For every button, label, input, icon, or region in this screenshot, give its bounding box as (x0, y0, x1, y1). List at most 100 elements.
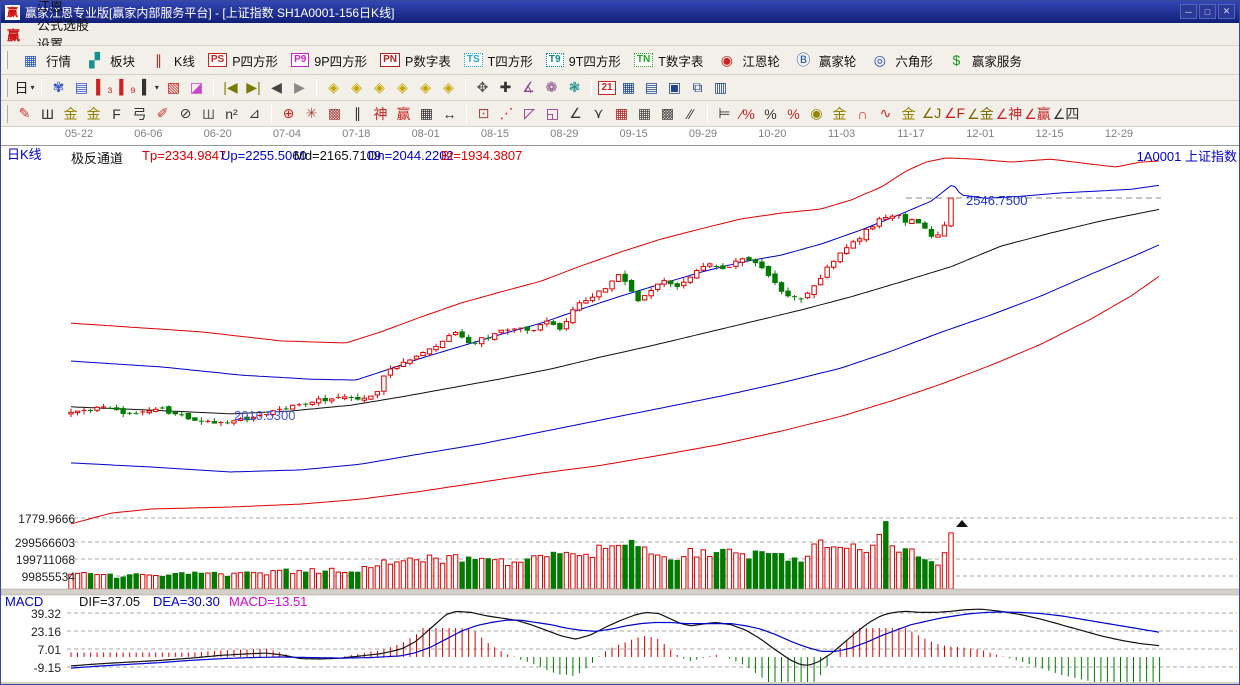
gann-wheel-button[interactable]: ◉ 江恩轮 (709, 48, 786, 72)
percent-lines-icon[interactable]: % (787, 105, 800, 122)
angle-fan-icon[interactable]: ∠ (569, 105, 582, 121)
hexagon-button-label: 六角形 (895, 54, 933, 69)
gold-grid-icon[interactable]: 金 (63, 105, 78, 122)
toolbar-grip[interactable] (5, 51, 8, 69)
p9-square-button[interactable]: P9 9P四方形 (284, 49, 373, 72)
t9-square-button[interactable]: T9 9T四方形 (539, 49, 627, 72)
grid-b-icon[interactable]: ▩ (660, 105, 675, 121)
crosshair-icon[interactable]: ✚ (499, 79, 512, 95)
fan-box-icon[interactable]: ◸ (524, 105, 535, 121)
title-bar: 赢 赢家江恩专业版[赢家内部服务平台] - [上证指数 SH1A0001-156… (1, 1, 1239, 23)
t-number-button-label: T数字表 (658, 54, 704, 69)
bow-grid-icon[interactable]: 弓 (132, 105, 147, 122)
gold-angle-icon[interactable]: ∠金 (967, 105, 994, 122)
gold-lines-icon[interactable]: 金 (832, 105, 847, 122)
kline-9-icon[interactable]: ▍₉ (119, 79, 136, 95)
percent-icon[interactable]: % (764, 105, 777, 122)
ying-angle-icon[interactable]: ∠赢 (1024, 105, 1051, 122)
winner-service-button[interactable]: $ 赢家服务 (939, 48, 1028, 72)
prev-bar-icon[interactable]: ◀ (271, 79, 282, 95)
number-grid-icon[interactable]: ▦ (419, 105, 434, 121)
t-number-button[interactable]: TN T数字表 (627, 49, 709, 72)
f-grid-icon[interactable]: F (112, 105, 121, 122)
si-angle-icon[interactable]: ∠四 (1052, 105, 1080, 122)
kline-button[interactable]: ∥ K线 (141, 48, 201, 72)
toolbar-grip[interactable] (5, 78, 8, 97)
web-grid-icon[interactable]: ▩ (327, 105, 342, 121)
circle-grid-icon[interactable]: ⊘ (179, 105, 192, 121)
save-icon[interactable]: ▣ (667, 79, 682, 95)
ying-grid-icon[interactable]: 赢 (396, 105, 411, 122)
maximize-button[interactable]: □ (1199, 4, 1216, 19)
notes-icon[interactable]: ▤ (74, 79, 89, 95)
pattern-grid-icon[interactable]: ▧ (166, 79, 181, 95)
grid-a-icon[interactable]: ▦ (637, 105, 652, 121)
calculator-icon[interactable]: ▦ (621, 79, 636, 95)
angle-ruler-icon[interactable]: ⊿ (248, 105, 261, 121)
gann-shift-left-icon[interactable]: ◈ (328, 79, 339, 95)
fan-square-icon[interactable]: ◱ (545, 105, 560, 121)
chan-pattern-icon[interactable]: ✾ (52, 79, 65, 95)
minimize-button[interactable]: ─ (1180, 4, 1197, 19)
next-bar-icon[interactable]: ▶ (294, 79, 305, 95)
gann-compress-icon[interactable]: ◈ (397, 79, 408, 95)
gold-lines2-icon[interactable]: 金 (901, 105, 916, 122)
p-number-button[interactable]: PN P数字表 (373, 49, 457, 72)
sectors-button[interactable]: ▞ 板块 (77, 48, 141, 72)
close-button[interactable]: ✕ (1218, 4, 1235, 19)
spider-web-icon[interactable]: ✳ (305, 105, 318, 121)
parabola-icon[interactable]: ∩ (857, 105, 868, 122)
notebook-icon[interactable]: ▤ (644, 79, 659, 95)
neural-icon[interactable]: ❃ (568, 79, 581, 95)
gann-center-icon[interactable]: ◈ (443, 79, 454, 95)
compass-icon[interactable]: ⊕ (282, 105, 295, 121)
pencil-icon[interactable]: ✎ (18, 105, 31, 121)
grid-lines-icon[interactable]: Ш (41, 105, 54, 122)
kline-style-icon[interactable]: ▍ ▾ (142, 79, 159, 95)
red-pencil-icon[interactable]: ✐ (156, 105, 169, 121)
winner-wheel-button[interactable]: Ⓑ 赢家轮 (786, 48, 863, 72)
menu-item-3[interactable]: 江恩 (37, 0, 64, 14)
shen-grid-icon[interactable]: 神 (373, 105, 388, 122)
kline-chart-canvas[interactable] (1, 145, 1240, 685)
p-square-button[interactable]: PS P四方形 (201, 49, 284, 72)
gold-circle-icon[interactable]: ◉ (810, 105, 823, 121)
hexagon-button[interactable]: ◎ 六角形 (862, 48, 939, 72)
n2-grid-icon[interactable]: n² (225, 105, 238, 122)
t-square-button[interactable]: TS T四方形 (457, 49, 539, 72)
f-angle-icon[interactable]: ∠F (944, 105, 966, 121)
box-select-icon[interactable]: ⊡ (477, 105, 490, 121)
angle-measure-icon[interactable]: ∡ (522, 79, 535, 95)
print-icon[interactable]: ▥ (713, 79, 728, 95)
width-arrows-icon[interactable]: ↔ (442, 105, 457, 122)
period-selector[interactable]: 日 ▾ (14, 79, 35, 96)
j-angle-icon[interactable]: ∠J (921, 105, 942, 121)
dense-grid-icon[interactable]: Ш (202, 105, 215, 122)
gann-rose-icon[interactable]: ❁ (545, 79, 558, 95)
menu-item-4[interactable]: 公式选股 (37, 18, 90, 33)
color-chart-icon[interactable]: ◪ (189, 79, 204, 95)
gann-expand-icon[interactable]: ◈ (374, 79, 385, 95)
toolbar-grip[interactable] (5, 104, 8, 123)
shen-angle-icon[interactable]: ∠神 (995, 105, 1023, 122)
price-bars-icon[interactable]: ∥ (354, 105, 361, 121)
market-quotes-button[interactable]: ▦ 行情 (13, 48, 77, 72)
drag-hand-icon[interactable]: ✥ (476, 79, 489, 95)
calendar-icon[interactable]: 21 (598, 80, 616, 95)
first-bar-icon[interactable]: |◀ (223, 79, 238, 95)
gold-grid2-icon[interactable]: 金 (86, 105, 101, 122)
scale-bars-icon[interactable]: ⊨ (718, 105, 731, 121)
gann-shift-right-icon[interactable]: ◈ (351, 79, 362, 95)
big-grid-icon[interactable]: ▦ (614, 105, 629, 121)
x-axis-date: 12-29 (1104, 128, 1133, 140)
fan-lines-icon[interactable]: ⋰ (499, 105, 514, 121)
percent-slash-icon[interactable]: ∕% (740, 105, 755, 122)
copy-icon[interactable]: ⧉ (692, 79, 703, 95)
slant-lines-icon[interactable]: ∕∕ (688, 105, 693, 122)
wave-check-icon[interactable]: ⋎ (593, 105, 604, 121)
wave-lines-icon[interactable]: ∿ (879, 105, 892, 121)
channel-bt-value: Bt=1934.3807 (441, 148, 523, 163)
last-bar-icon[interactable]: ▶| (246, 79, 261, 95)
kline-3-icon[interactable]: ▍₃ (96, 79, 113, 95)
gann-fit-icon[interactable]: ◈ (420, 79, 431, 95)
